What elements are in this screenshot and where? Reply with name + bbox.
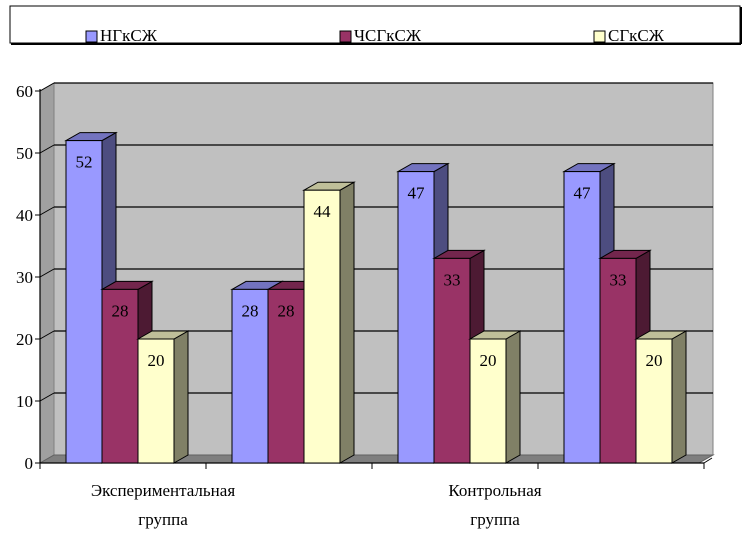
bar	[432, 249, 486, 464]
bars	[64, 131, 688, 464]
data-label: 47	[408, 184, 426, 203]
plot-area	[38, 82, 715, 464]
bar-front	[231, 288, 269, 464]
data-label: 52	[76, 153, 93, 172]
legend-swatch	[85, 30, 98, 43]
legend-label: ЧСГкСЖ	[354, 26, 422, 45]
y-tick-label: 60	[16, 82, 33, 101]
gridline	[39, 144, 55, 154]
data-label: 28	[242, 301, 259, 320]
legend-swatch	[339, 30, 352, 43]
bar	[468, 330, 522, 464]
bar-front	[635, 338, 673, 464]
bar-front	[397, 171, 435, 464]
legend-label: НГкСЖ	[100, 26, 158, 45]
data-label: 28	[278, 301, 295, 320]
y-tick-label: 20	[16, 330, 33, 349]
data-label: 44	[314, 202, 332, 221]
legend-box	[9, 5, 741, 44]
bar-front	[599, 257, 637, 464]
gridline	[39, 268, 55, 278]
data-labels: 52 28 20 28 28 44 47 33 20 47 33 20	[76, 153, 663, 370]
bar	[302, 181, 356, 464]
gridline	[39, 82, 55, 92]
bar-side	[671, 330, 687, 464]
gridline	[39, 392, 55, 402]
gridline	[39, 330, 55, 340]
data-label: 20	[480, 351, 497, 370]
bar-side	[173, 330, 189, 464]
data-label: 20	[148, 351, 165, 370]
bar	[634, 330, 688, 464]
gridline	[39, 206, 55, 216]
data-label: 28	[112, 301, 129, 320]
x-category-label: Экспериментальная	[91, 481, 235, 500]
bar-side	[339, 181, 355, 464]
y-tick-label: 30	[16, 268, 33, 287]
x-category-label: группа	[470, 510, 520, 529]
legend-swatch	[593, 30, 606, 43]
data-label: 20	[646, 351, 663, 370]
data-label: 47	[574, 184, 592, 203]
data-label: 33	[610, 270, 627, 289]
bar-front	[433, 257, 471, 464]
bar	[136, 330, 190, 464]
data-label: 33	[444, 270, 461, 289]
x-category-label: Контрольная	[448, 481, 541, 500]
bar-front	[469, 338, 507, 464]
bar-front	[65, 140, 103, 464]
legend-label: СГкСЖ	[608, 26, 665, 45]
x-axis	[703, 457, 713, 464]
y-tick-label: 40	[16, 206, 33, 225]
x-category-label: группа	[138, 510, 188, 529]
bar-front	[267, 288, 305, 464]
bar-front	[303, 189, 341, 464]
bar-side	[505, 330, 521, 464]
legend: НГкСЖ ЧСГкСЖ СГкСЖ	[9, 5, 742, 45]
y-tick-label: 0	[25, 454, 34, 473]
bar-front	[563, 171, 601, 464]
bar-front	[137, 338, 175, 464]
y-tick-label: 50	[16, 144, 33, 163]
y-tick-label: 10	[16, 392, 33, 411]
